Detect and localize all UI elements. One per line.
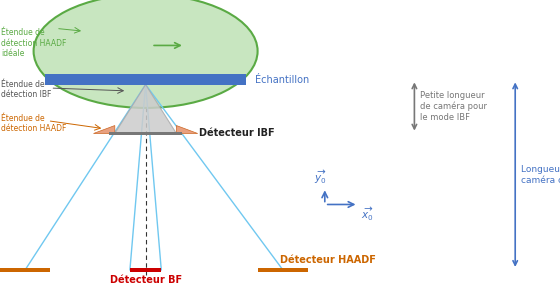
FancyBboxPatch shape: [45, 74, 246, 85]
FancyBboxPatch shape: [0, 268, 50, 272]
Text: Détecteur HAADF: Détecteur HAADF: [280, 255, 376, 265]
Text: Échantillon: Échantillon: [255, 74, 309, 85]
Polygon shape: [94, 126, 115, 133]
Text: Longueur de
caméra classique: Longueur de caméra classique: [521, 165, 560, 185]
FancyBboxPatch shape: [109, 132, 182, 135]
Text: Détecteur IBF: Détecteur IBF: [199, 128, 274, 139]
FancyBboxPatch shape: [130, 268, 161, 272]
Text: Étendue de
détection HAADF: Étendue de détection HAADF: [1, 114, 67, 133]
Text: Petite longueur
de caméra pour
le mode IBF: Petite longueur de caméra pour le mode I…: [420, 91, 487, 122]
Text: Étendue de
détection HAADF
idéale: Étendue de détection HAADF idéale: [1, 28, 67, 58]
Text: Détecteur BF: Détecteur BF: [110, 275, 181, 284]
Circle shape: [34, 0, 258, 108]
Polygon shape: [115, 85, 176, 133]
Polygon shape: [176, 126, 198, 133]
FancyBboxPatch shape: [258, 268, 308, 272]
Text: $\overrightarrow{x_0}$: $\overrightarrow{x_0}$: [361, 206, 374, 223]
Text: Étendue de
détection IBF: Étendue de détection IBF: [1, 80, 52, 99]
Text: $\overrightarrow{y_0}$: $\overrightarrow{y_0}$: [314, 168, 326, 186]
